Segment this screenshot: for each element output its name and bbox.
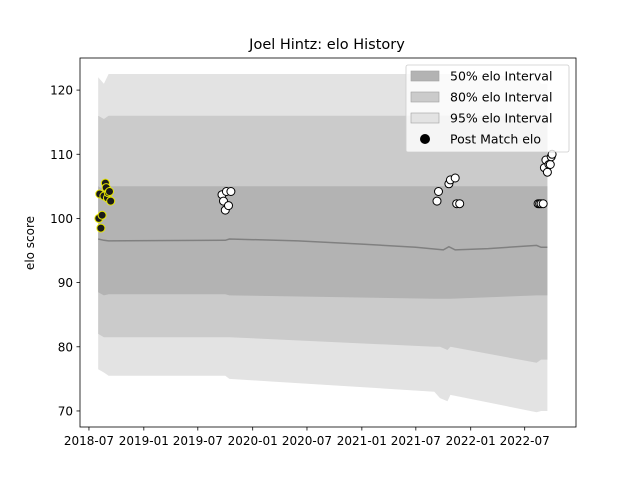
- y-tick-label: 70: [58, 404, 73, 418]
- x-tick-label: 2020-01: [228, 434, 278, 448]
- x-tick-label: 2018-07: [64, 434, 114, 448]
- mean-line-group: [98, 238, 548, 251]
- legend-swatch: [410, 70, 440, 82]
- legend-label: 95% elo Interval: [450, 111, 552, 126]
- y-tick-label: 110: [50, 148, 73, 162]
- legend: 50% elo Interval 80% elo Interval 95% elo …: [405, 64, 570, 153]
- highlighted-match-point: [106, 196, 116, 206]
- match-point: [226, 187, 236, 196]
- data-points: [94, 149, 557, 233]
- x-tick-label: 2022-07: [500, 434, 550, 448]
- match-point: [538, 199, 548, 209]
- match-point: [224, 201, 233, 211]
- y-tick-label: 90: [58, 276, 73, 290]
- match-point: [455, 199, 465, 209]
- legend-label: Post Match elo: [450, 132, 541, 147]
- y-tick-label: 80: [58, 340, 73, 354]
- x-tick-label: 2021-07: [391, 434, 441, 448]
- y-tick-label: 100: [50, 212, 73, 226]
- plot-frame: [79, 57, 577, 428]
- chart-title: Joel Hintz: elo History: [248, 37, 405, 53]
- highlighted-match-point: [105, 187, 114, 196]
- match-point: [434, 187, 443, 196]
- x-tick-label: 2022-01: [446, 434, 496, 448]
- y-tick-label: 120: [50, 84, 73, 98]
- x-tick-label: 2021-01: [337, 434, 387, 448]
- mean-elo-line: [98, 238, 548, 251]
- x-tick-label: 2020-07: [282, 434, 332, 448]
- highlighted-match-point: [96, 223, 106, 233]
- x-tick-label: 2019-01: [119, 434, 169, 448]
- x-axis: 2018-07 2019-01 2019-07 2020-01 2020-07 2021-…: [64, 427, 550, 448]
- legend-swatch: [410, 112, 440, 124]
- legend-label: 50% elo Interval: [450, 69, 552, 84]
- match-point: [450, 173, 460, 183]
- match-point: [545, 160, 555, 169]
- match-point: [542, 167, 552, 177]
- legend-label: 80% elo Interval: [450, 90, 552, 105]
- y-axis-title: elo score: [23, 216, 37, 270]
- y-axis: 70 80 90 100 110 120: [50, 84, 80, 418]
- match-point: [432, 196, 442, 206]
- x-tick-label: 2019-07: [173, 434, 223, 448]
- highlighted-match-point: [97, 210, 107, 220]
- interval-bands: [98, 74, 548, 413]
- legend-box: [405, 64, 570, 153]
- legend-marker: [420, 134, 430, 144]
- legend-swatch: [410, 91, 440, 103]
